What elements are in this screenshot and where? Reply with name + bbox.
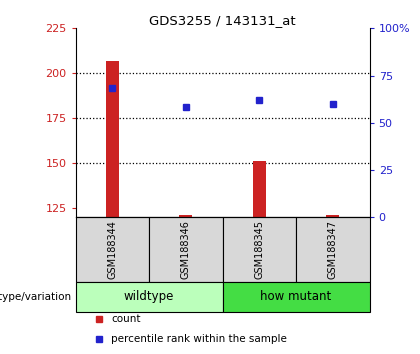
Bar: [326, 215, 339, 217]
Text: GSM188346: GSM188346: [181, 220, 191, 279]
Bar: [253, 161, 266, 217]
Text: GSM188345: GSM188345: [255, 220, 264, 279]
Text: GSM188344: GSM188344: [108, 220, 117, 279]
Bar: [149, 217, 223, 282]
Bar: [76, 282, 223, 312]
Text: how mutant: how mutant: [260, 290, 332, 303]
Bar: [223, 282, 370, 312]
Text: GSM188347: GSM188347: [328, 220, 338, 279]
Text: percentile rank within the sample: percentile rank within the sample: [111, 334, 287, 344]
Bar: [223, 217, 296, 282]
Title: GDS3255 / 143131_at: GDS3255 / 143131_at: [149, 14, 296, 27]
Text: wildtype: wildtype: [124, 290, 174, 303]
Text: genotype/variation: genotype/variation: [0, 292, 72, 302]
Text: count: count: [111, 314, 140, 324]
Bar: [179, 215, 192, 217]
Bar: [76, 217, 149, 282]
Bar: [106, 61, 119, 217]
Bar: [296, 217, 370, 282]
